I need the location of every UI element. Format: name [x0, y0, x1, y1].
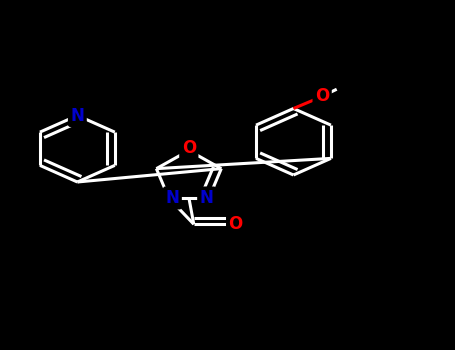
- Text: O: O: [182, 139, 196, 157]
- Text: N: N: [166, 189, 179, 207]
- Text: O: O: [228, 215, 243, 233]
- Text: O: O: [315, 87, 329, 105]
- Text: N: N: [200, 189, 213, 207]
- Text: N: N: [71, 106, 84, 125]
